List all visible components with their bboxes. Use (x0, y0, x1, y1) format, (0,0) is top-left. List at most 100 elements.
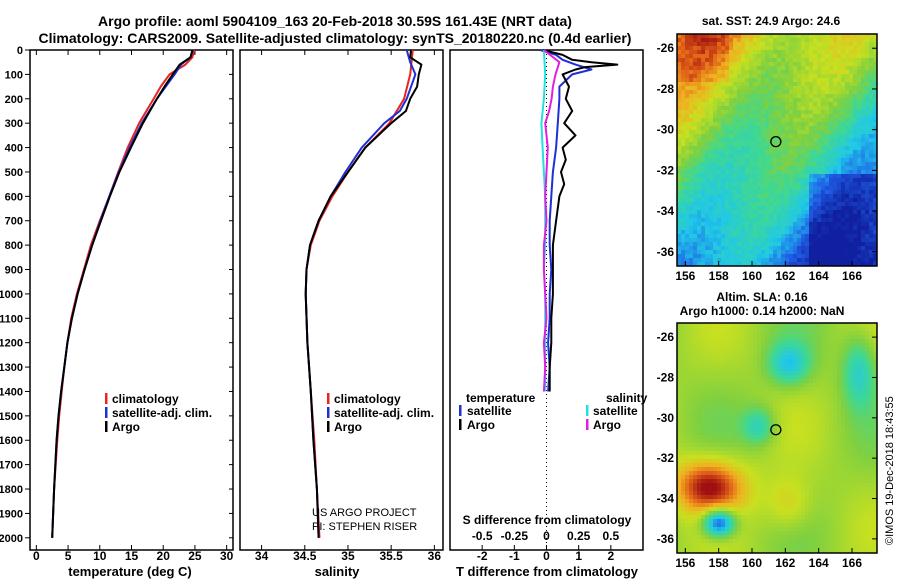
map-cell (693, 198, 698, 203)
map-cell (813, 178, 818, 183)
map-cell (853, 210, 858, 215)
map-cell (757, 375, 762, 380)
map-cell (777, 463, 782, 468)
map-cell (705, 395, 710, 400)
map-cell (697, 122, 702, 127)
map-cell (777, 106, 782, 111)
map-cell (837, 371, 842, 376)
map-cell (777, 122, 782, 127)
map-cell (713, 339, 718, 344)
map-cell (837, 62, 842, 67)
map-cell (757, 182, 762, 187)
map-cell (869, 154, 874, 159)
map-cell (801, 174, 806, 179)
map-cell (841, 118, 846, 123)
map-cell (793, 170, 798, 175)
map-cell (757, 262, 762, 266)
map-cell (809, 423, 814, 428)
map-cell (813, 471, 818, 476)
map-cell (685, 130, 690, 135)
map-cell (697, 214, 702, 219)
map-cell (809, 395, 814, 400)
map-cell (693, 463, 698, 468)
map-cell (873, 142, 877, 147)
map-cell (845, 202, 850, 207)
map-cell (809, 86, 814, 91)
map-cell (865, 399, 870, 404)
map-cell (865, 34, 870, 39)
map-cell (725, 198, 730, 203)
map-cell (709, 335, 714, 340)
map-cell (829, 226, 834, 231)
map-cell (785, 198, 790, 203)
map-cell (725, 419, 730, 424)
map-cell (713, 118, 718, 123)
map-cell (705, 182, 710, 187)
map-cell (713, 447, 718, 452)
map-cell (789, 122, 794, 127)
map-cell (725, 154, 730, 159)
map-cell (709, 471, 714, 476)
map-x-tick-label: 164 (809, 269, 829, 283)
map-cell (857, 347, 862, 352)
map-cell (865, 355, 870, 360)
legend-climatology-swatch (327, 393, 330, 404)
map-cell (781, 415, 786, 420)
map-cell (781, 467, 786, 472)
map-cell (817, 234, 822, 239)
map-cell (717, 335, 722, 340)
map-cell (809, 262, 814, 266)
map-cell (745, 246, 750, 251)
map-cell (841, 455, 846, 460)
map-cell (749, 262, 754, 266)
map-cell (697, 190, 702, 195)
map-cell (849, 170, 854, 175)
map-cell (701, 250, 706, 255)
map-cell (717, 198, 722, 203)
map-cell (817, 463, 822, 468)
map-cell (785, 347, 790, 352)
map-cell (809, 142, 814, 147)
map-cell (829, 202, 834, 207)
map-cell (845, 399, 850, 404)
map-cell (837, 218, 842, 223)
map-cell (733, 206, 738, 211)
map-cell (873, 110, 877, 115)
map-cell (785, 431, 790, 436)
map-cell (713, 70, 718, 75)
map-cell (705, 54, 710, 59)
map-cell (737, 242, 742, 247)
map-cell (737, 166, 742, 171)
map-cell (813, 58, 818, 63)
map-cell (873, 399, 877, 404)
map-cell (741, 407, 746, 412)
map-cell (869, 383, 874, 388)
map-cell (849, 411, 854, 416)
map-cell (681, 50, 686, 55)
x2-tick-label: 0.25 (567, 529, 591, 543)
map-cell (733, 210, 738, 215)
map-cell (805, 106, 810, 111)
map-cell (721, 467, 726, 472)
map-cell (745, 407, 750, 412)
map-cell (701, 122, 706, 127)
map-cell (805, 250, 810, 255)
map-cell (821, 186, 826, 191)
map-cell (685, 146, 690, 151)
map-cell (865, 423, 870, 428)
map-cell (769, 371, 774, 376)
map-cell (741, 90, 746, 95)
map-cell (721, 463, 726, 468)
map-cell (849, 387, 854, 392)
map-cell (789, 331, 794, 336)
map-cell (757, 98, 762, 103)
map-cell (705, 210, 710, 215)
map-cell (737, 403, 742, 408)
legend-s-satellite-label: satellite (593, 404, 638, 418)
map-cell (829, 166, 834, 171)
map-cell (797, 34, 802, 39)
map-cell (773, 447, 778, 452)
map-cell (741, 395, 746, 400)
map-cell (757, 347, 762, 352)
map-cell (829, 419, 834, 424)
